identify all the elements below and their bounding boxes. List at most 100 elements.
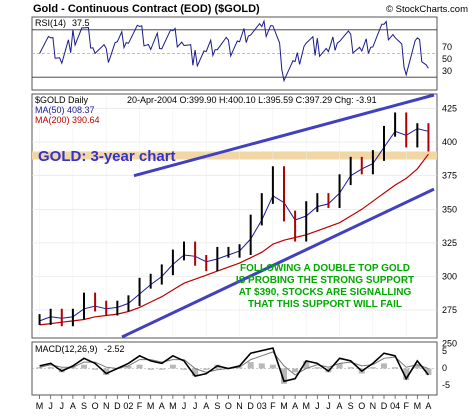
price-frame	[31, 93, 438, 339]
rsi-panel: RSI(14) 37.5 70 50 30	[31, 16, 452, 91]
annotation-line: FOLLOWING A DOUBLE TOP GOLD	[240, 263, 410, 274]
x-axis-label: M	[302, 401, 310, 411]
macd-histogram-bar	[69, 367, 76, 369]
annotation-line: IS PROBING THE STRONG SUPPORT	[236, 275, 414, 286]
macd-histogram-bar	[281, 368, 287, 384]
x-axis-label: O	[358, 401, 365, 411]
ma200-line	[39, 153, 429, 326]
ma200-legend: MA(200) 390.64	[35, 115, 100, 125]
macd-histogram-bar	[236, 367, 243, 369]
price-tick-label: 350	[442, 204, 457, 214]
x-axis-label: J	[315, 401, 320, 411]
price-tick-label: 375	[442, 171, 457, 181]
x-axis-label: N	[236, 401, 243, 411]
x-axis-label: A	[159, 401, 165, 411]
macd-histogram-bar	[381, 363, 387, 369]
overlay-title: GOLD: 3-year chart	[38, 148, 176, 165]
x-axis-label: A	[337, 401, 343, 411]
x-axis-label: D	[114, 401, 121, 411]
price-tick-label: 275	[442, 305, 457, 315]
macd-histogram-bar	[47, 367, 54, 369]
x-axis-label: O	[92, 401, 99, 411]
macd-histogram-bar	[147, 368, 154, 370]
macd-line	[39, 347, 430, 383]
x-axis-label: J	[182, 401, 187, 411]
x-axis-label: N	[370, 401, 377, 411]
x-axis-label: A	[292, 401, 298, 411]
x-axis-label: 02	[123, 401, 133, 411]
macd-histogram-bar	[158, 368, 165, 370]
macd-histogram-bar	[136, 364, 143, 369]
x-axis-label: A	[70, 401, 76, 411]
copyright: © StockCharts.com	[386, 4, 468, 15]
macd-histogram-bar	[125, 365, 132, 369]
price-panel: 425 400 375 350 325 300 275 250 $GOLD Daily 20-…	[31, 93, 457, 349]
x-axis-label: D	[381, 401, 388, 411]
price-tick-label: 425	[442, 103, 457, 113]
macd-histogram-bar	[303, 360, 310, 369]
macd-histogram-bar	[414, 364, 421, 369]
macd-histogram-bar	[425, 368, 432, 375]
macd-histogram-bar	[181, 368, 187, 370]
macd-histogram-bar	[269, 364, 276, 369]
x-axis-label: J	[48, 401, 53, 411]
macd-histogram-bar	[336, 363, 343, 369]
macd-histogram-bar	[347, 367, 354, 369]
macd-histogram-bar	[36, 367, 43, 369]
ohlc-readout: 20-Apr-2004 O:399.90 H:400.10 L:395.59 C…	[127, 95, 377, 105]
macd-histogram-bar	[369, 367, 376, 369]
macd-histogram-bar	[292, 368, 299, 373]
macd-panel: MACD(12,26,9) -2.52 5 0 -5	[31, 341, 450, 396]
rsi-level-70: 70	[442, 42, 452, 52]
rsi-level-30: 30	[442, 66, 452, 76]
x-axis-label: S	[348, 401, 354, 411]
annotation-line: THAT THIS SUPPORT WILL FAIL	[248, 299, 402, 310]
x-axis-label: M	[147, 401, 155, 411]
macd-tick: 0	[442, 363, 447, 373]
x-axis-label: A	[203, 401, 209, 411]
macd-histogram-bar	[258, 363, 265, 369]
macd-tick: -5	[442, 380, 450, 390]
ma50-legend: MA(50) 408.37	[35, 105, 95, 115]
x-axis-label: O	[225, 401, 232, 411]
x-axis-label: M	[169, 401, 177, 411]
channel-lower-line	[121, 187, 435, 339]
price-tick-label: 325	[442, 238, 457, 248]
price-tick-label: 400	[442, 137, 457, 147]
chart-title: Gold - Continuous Contract (EOD) ($GOLD)	[33, 3, 260, 15]
x-axis-label: S	[214, 401, 220, 411]
x-axis-label: F	[270, 401, 276, 411]
macd-label: MACD(12,26,9)	[35, 344, 98, 354]
rsi-line	[39, 19, 429, 83]
ma50-line	[39, 128, 429, 322]
x-axis-label: N	[103, 401, 110, 411]
x-axis-label: S	[81, 401, 87, 411]
macd-histogram-bar	[192, 368, 199, 377]
rsi-label: RSI(14)	[35, 18, 66, 28]
macd-histogram-bar	[169, 364, 176, 369]
x-axis-label: M	[414, 401, 422, 411]
channel-upper-line	[133, 93, 435, 178]
rsi-value: 37.5	[72, 18, 90, 28]
macd-histogram-bar	[247, 362, 254, 369]
x-axis-label: J	[193, 401, 198, 411]
x-axis-label: F	[137, 401, 143, 411]
x-axis-label: M	[280, 401, 288, 411]
rsi-level-50: 50	[442, 54, 452, 64]
macd-histogram-bar	[203, 368, 210, 370]
macd-histogram-bar	[314, 367, 321, 369]
x-axis-label: M	[36, 401, 44, 411]
support-band	[32, 151, 437, 160]
macd-histogram-bar	[92, 368, 99, 370]
x-axis-label: J	[326, 401, 331, 411]
x-axis-label: 04	[390, 401, 400, 411]
x-axis-label: A	[425, 401, 431, 411]
x-axis: M J J A S O N D 02 F M A M J J A S O N D 03 F M A M J J A S O N D 04 F M A	[36, 395, 431, 411]
x-axis-label: J	[60, 401, 65, 411]
annotation-line: AT $390, STOCKS ARE SIGNALLING	[239, 287, 412, 298]
annotation-text: FOLLOWING A DOUBLE TOP GOLD IS PROBING T…	[236, 263, 414, 310]
macd-value: -2.52	[104, 344, 125, 354]
x-axis-label: F	[403, 401, 409, 411]
macd-histogram-bar	[392, 367, 399, 369]
macd-histogram-bar	[81, 364, 87, 369]
